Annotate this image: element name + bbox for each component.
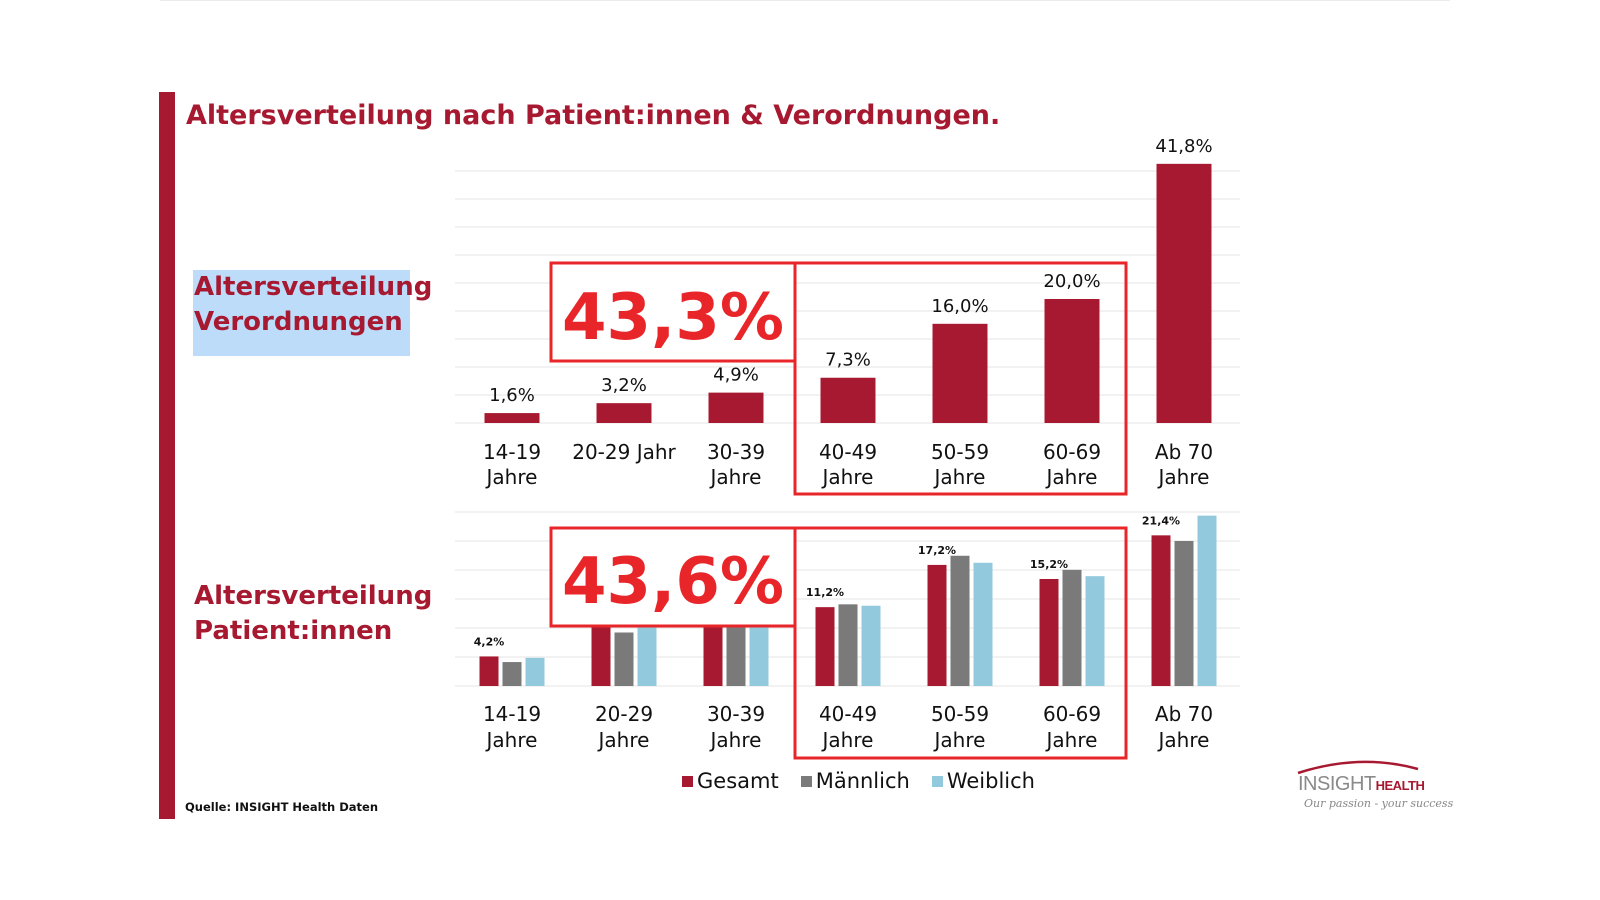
legend-item-gesamt: Gesamt [682, 769, 779, 793]
bar-patienten-Weiblich-0 [525, 657, 545, 686]
top-divider [160, 0, 1450, 1]
highlight-box-bottom-range [793, 526, 1128, 760]
label-verordnungen-line1: Altersverteilung [194, 272, 433, 302]
tick-label-patienten-6-a: Ab 70 [1155, 702, 1213, 726]
tick-label-patienten-4-a: 50-59 [931, 702, 989, 726]
tick-label-verordnungen-1-a: 20-29 Jahr [572, 440, 676, 464]
logo-tagline: Our passion - your success [1304, 797, 1454, 810]
bar-patienten-Weiblich-6 [1197, 515, 1217, 686]
bar-patienten-Männlich-4 [950, 555, 970, 686]
label-patienten-line2: Patient:innen [194, 616, 393, 646]
bar-patienten-Weiblich-2 [749, 609, 769, 686]
bar-patienten-Gesamt-0 [479, 656, 499, 686]
tick-label-patienten-0-a: 14-19 [483, 702, 541, 726]
data-label-verordnungen-5: 20,0% [1043, 271, 1100, 292]
bar-patienten-Gesamt-4 [927, 564, 947, 686]
bar-patienten-Gesamt-3 [815, 607, 835, 686]
accent-bar [159, 92, 175, 819]
bar-patienten-Gesamt-6 [1151, 535, 1171, 686]
page-title: Altersverteilung nach Patient:innen & Ve… [186, 100, 1001, 131]
tick-label-verordnungen-6-a: Ab 70 [1155, 440, 1213, 464]
legend-label-weiblich: Weiblich [946, 769, 1035, 793]
logo-word-main: INSIGHT [1298, 773, 1376, 795]
bar-patienten-Männlich-3 [838, 604, 858, 686]
highlight-box-top-range [793, 261, 1128, 496]
label-verordnungen: Altersverteilung Verordnungen [193, 270, 433, 356]
logo-swoosh [1297, 760, 1419, 775]
tick-label-verordnungen-5-a: 60-69 [1043, 440, 1101, 464]
bar-verordnungen-2 [708, 392, 764, 423]
bar-patienten-Männlich-1 [614, 632, 634, 686]
bar-patienten-Weiblich-4 [973, 562, 993, 686]
tick-label-verordnungen-2-b: Jahre [709, 465, 762, 489]
legend-swatch-weiblich [931, 775, 943, 787]
bar-patienten-Gesamt-1 [591, 626, 611, 686]
bar-patienten-Gesamt-2 [703, 611, 723, 686]
label-verordnungen-line2: Verordnungen [194, 307, 403, 337]
tick-label-patienten-4-b: Jahre [933, 728, 986, 752]
tick-label-patienten-1-a: 20-29 [595, 702, 653, 726]
insight-health-logo: INSIGHTHEALTH Our passion - your success [1290, 757, 1453, 817]
tick-label-patienten-1-b: Jahre [597, 728, 650, 752]
data-label-verordnungen-3: 7,3% [825, 350, 871, 371]
bar-patienten-Gesamt-5 [1039, 578, 1059, 686]
data-label-verordnungen-0: 1,6% [489, 385, 535, 406]
bar-patienten-Männlich-2 [726, 613, 746, 686]
bar-verordnungen-4 [932, 323, 988, 423]
tick-label-verordnungen-6-b: Jahre [1157, 465, 1210, 489]
tick-label-patienten-0-b: Jahre [485, 728, 538, 752]
tick-label-patienten-5-a: 60-69 [1043, 702, 1101, 726]
data-label-patienten-0: 4,2% [474, 635, 505, 648]
tick-label-verordnungen-4-b: Jahre [933, 465, 986, 489]
data-label-verordnungen-1: 3,2% [601, 375, 647, 396]
tick-label-verordnungen-3-b: Jahre [821, 465, 874, 489]
label-patienten: Altersverteilung Patient:innen [193, 579, 432, 649]
tick-label-patienten-6-b: Jahre [1157, 728, 1210, 752]
bar-patienten-Männlich-0 [502, 662, 522, 686]
data-label-verordnungen-6: 41,8% [1155, 136, 1212, 157]
source-note: Quelle: INSIGHT Health Daten [185, 800, 379, 814]
bar-verordnungen-5 [1044, 299, 1100, 423]
tick-label-patienten-5-b: Jahre [1045, 728, 1098, 752]
bar-verordnungen-1 [596, 403, 652, 423]
tick-label-verordnungen-0-b: Jahre [485, 465, 538, 489]
bar-verordnungen-3 [820, 377, 876, 423]
bar-patienten-Männlich-6 [1174, 540, 1194, 686]
legend-swatch-gesamt [682, 775, 693, 787]
tick-label-patienten-3-b: Jahre [821, 728, 874, 752]
legend-item-maennlich: Männlich [800, 769, 910, 793]
data-label-patienten-4: 17,2% [918, 544, 956, 557]
data-label-patienten-5: 15,2% [1030, 558, 1068, 571]
legend-label-gesamt: Gesamt [697, 769, 779, 793]
data-label-patienten-6: 21,4% [1142, 514, 1180, 527]
tick-label-verordnungen-2-a: 30-39 [707, 440, 765, 464]
legend: Gesamt Männlich Weiblich [682, 769, 1035, 793]
legend-item-weiblich: Weiblich [931, 769, 1035, 793]
bar-patienten-Männlich-5 [1062, 569, 1082, 686]
tick-label-patienten-2-a: 30-39 [707, 702, 765, 726]
bar-verordnungen-6 [1156, 163, 1212, 423]
legend-swatch-maennlich [800, 775, 812, 787]
tick-label-verordnungen-0-a: 14-19 [483, 440, 541, 464]
logo-word: INSIGHTHEALTH [1298, 773, 1425, 796]
bar-patienten-Weiblich-1 [637, 624, 657, 686]
tick-label-verordnungen-4-a: 50-59 [931, 440, 989, 464]
data-label-verordnungen-4: 16,0% [931, 296, 988, 317]
tick-label-verordnungen-3-a: 40-49 [819, 440, 877, 464]
label-patienten-line1: Altersverteilung [194, 581, 433, 611]
data-label-verordnungen-2: 4,9% [713, 365, 759, 386]
bar-patienten-Weiblich-3 [861, 605, 881, 686]
data-label-patienten-3: 11,2% [806, 586, 844, 599]
tick-label-patienten-3-a: 40-49 [819, 702, 877, 726]
logo-word-health: HEALTH [1375, 778, 1425, 793]
legend-label-maennlich: Männlich [815, 769, 910, 793]
bar-verordnungen-0 [484, 413, 540, 423]
bar-patienten-Weiblich-5 [1085, 576, 1105, 686]
highlight-value-top: 43,3% [562, 281, 784, 355]
highlight-value-bottom: 43,6% [562, 545, 784, 619]
tick-label-patienten-2-b: Jahre [709, 728, 762, 752]
tick-label-verordnungen-5-b: Jahre [1045, 465, 1098, 489]
